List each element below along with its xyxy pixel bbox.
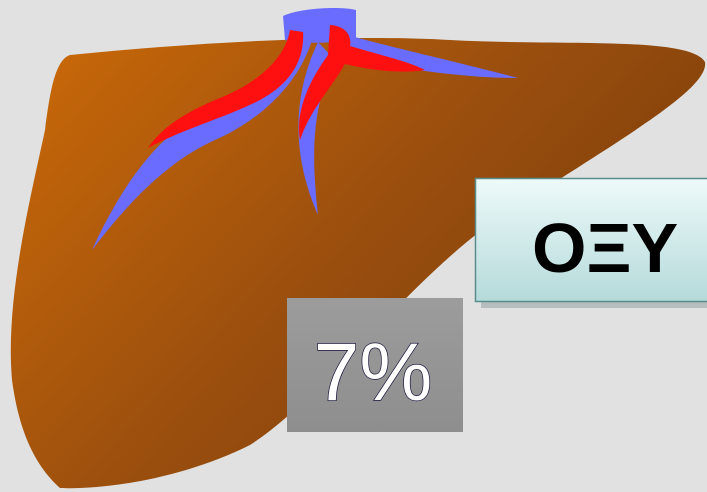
label-box [474,177,707,303]
percent-text: 7% [314,327,433,418]
vessels [92,8,518,250]
percent-box [287,298,463,432]
label-text: ΟΞΥ [532,209,678,287]
